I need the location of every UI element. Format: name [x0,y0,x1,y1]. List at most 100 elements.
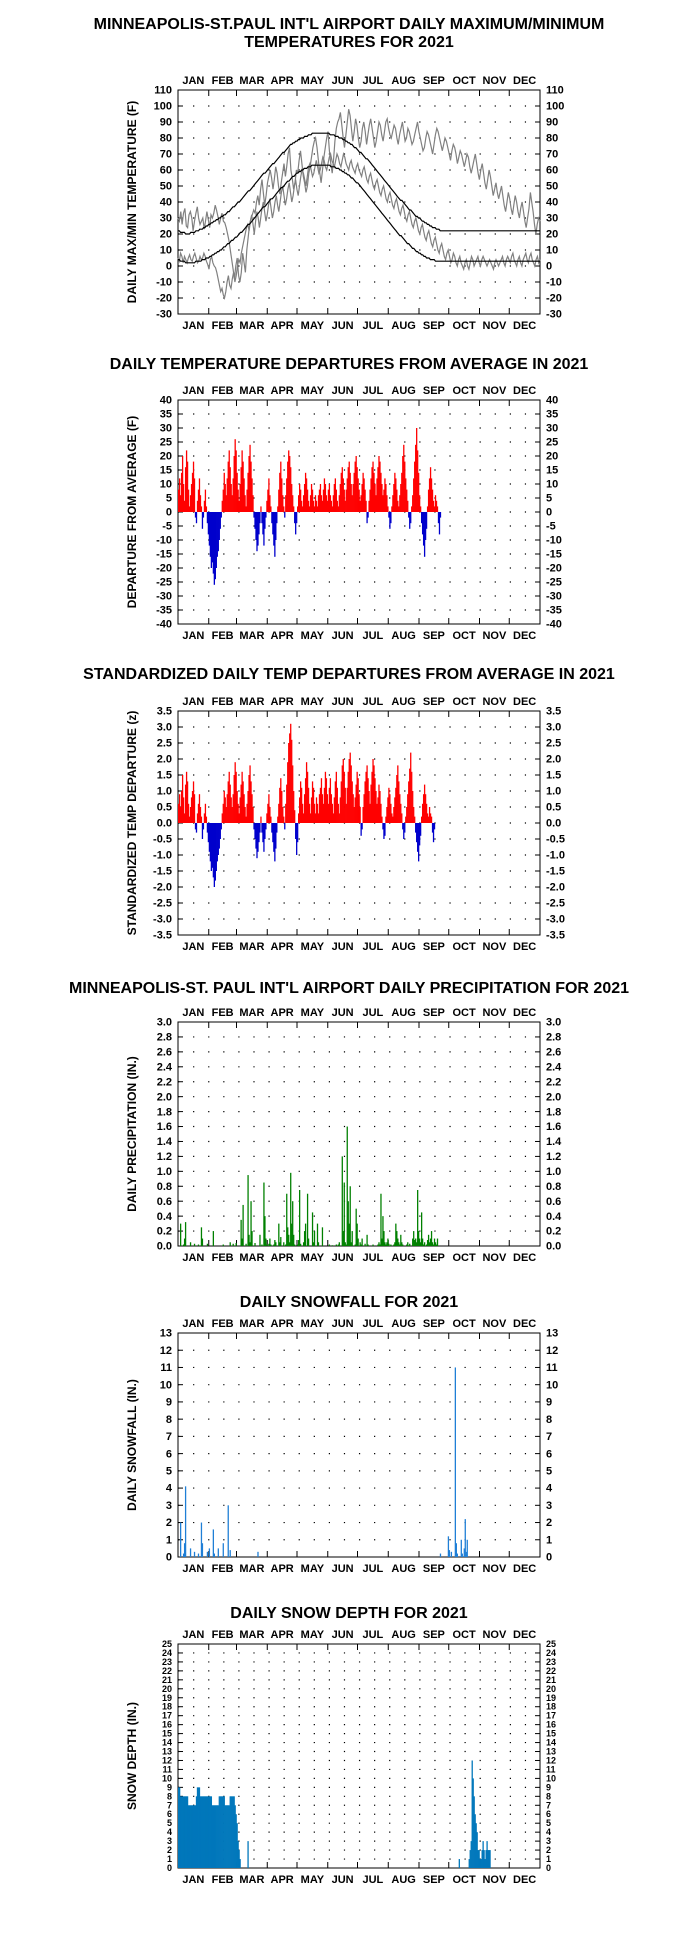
month-label: APR [271,320,294,332]
bar [426,1240,429,1246]
bar [334,781,336,823]
y-tick-label: 15 [160,465,172,477]
bar [346,1126,348,1246]
bar [241,450,243,512]
y-tick-label: -30 [546,591,562,603]
chart-title-line2: TEMPERATURES FOR 2021 [244,34,454,51]
bar [307,500,310,512]
month-label: JUL [362,696,383,708]
month-label: AUG [391,1874,415,1886]
bar [358,794,360,823]
bar [419,823,422,836]
bar [222,803,224,823]
bar [335,1244,337,1246]
bar [213,512,215,585]
month-label: JUL [362,941,383,953]
bar [223,1796,225,1868]
bar [231,807,233,823]
y-tick-label: 0 [166,1552,172,1564]
bar [406,807,408,823]
bar [282,807,284,823]
bar [181,1796,184,1868]
month-label: MAR [239,1874,264,1886]
bar [361,823,363,830]
bar [428,807,431,823]
y-tick-label: -3.0 [153,914,172,926]
bar [408,781,410,823]
y-tick-label: 2.5 [546,738,561,750]
bar [410,512,412,524]
bar [268,1243,270,1246]
bar [306,489,309,512]
bar [293,791,295,823]
bar [377,467,379,512]
bar [205,506,208,512]
bar [374,484,376,512]
month-label: JUL [362,1252,383,1264]
month-label: FEB [212,630,234,642]
bar [426,506,429,512]
month-label: JUL [362,1629,383,1641]
bar [396,489,398,512]
bar [181,456,184,512]
bar [348,461,350,512]
month-label: JUN [332,75,354,87]
bar [195,1796,198,1868]
month-label: AUG [391,1318,415,1330]
bar [395,478,397,512]
y-tick-label: -35 [156,605,172,617]
bar [387,1238,389,1246]
y-tick-label: -1.0 [546,850,565,862]
bar [208,823,211,852]
bar [257,823,259,852]
bar [291,484,293,512]
bar [466,1539,468,1557]
bar [263,1182,265,1246]
chart-title: MINNEAPOLIS-ST.PAUL INT'L AIRPORT DAILY … [93,16,605,33]
bar [381,484,383,512]
month-label: OCT [453,320,477,332]
month-label: AUG [391,630,415,642]
bar [390,1244,392,1246]
month-label: SEP [423,1874,445,1886]
month-label: OCT [453,941,477,953]
bar [205,816,208,823]
bar [480,1859,482,1868]
bar [286,478,288,512]
bar [241,1238,243,1246]
month-label: MAY [301,1563,325,1575]
y-tick-label: 17 [162,1711,172,1721]
bar [406,1244,408,1246]
bar [320,778,323,823]
bar [415,823,417,833]
month-label: MAR [239,1629,264,1641]
bar [206,1551,209,1557]
bar [188,506,191,512]
bar [225,495,227,512]
month-label: APR [271,1563,294,1575]
bar [241,771,243,823]
bar [278,1223,280,1246]
month-label: FEB [212,320,234,332]
bar [344,500,346,512]
bar [284,823,286,830]
y-tick-label: 2.0 [546,1091,561,1103]
bar [374,778,376,823]
bar [461,1553,463,1557]
bar [271,512,273,524]
month-label: JAN [182,385,204,397]
bar [255,512,257,540]
month-label: JAN [182,1563,204,1575]
bar [201,1238,204,1246]
month-label: NOV [482,1874,507,1886]
y-tick-label: 19 [162,1693,172,1703]
bar [280,778,282,823]
y-tick-label: 9 [167,1782,172,1792]
bar [279,472,281,512]
y-tick-label: 25 [546,437,558,449]
bar [292,765,294,823]
bar [337,1244,339,1246]
month-label: JAN [182,1629,204,1641]
bar [246,803,248,823]
y-tick-label: 11 [546,1362,558,1374]
